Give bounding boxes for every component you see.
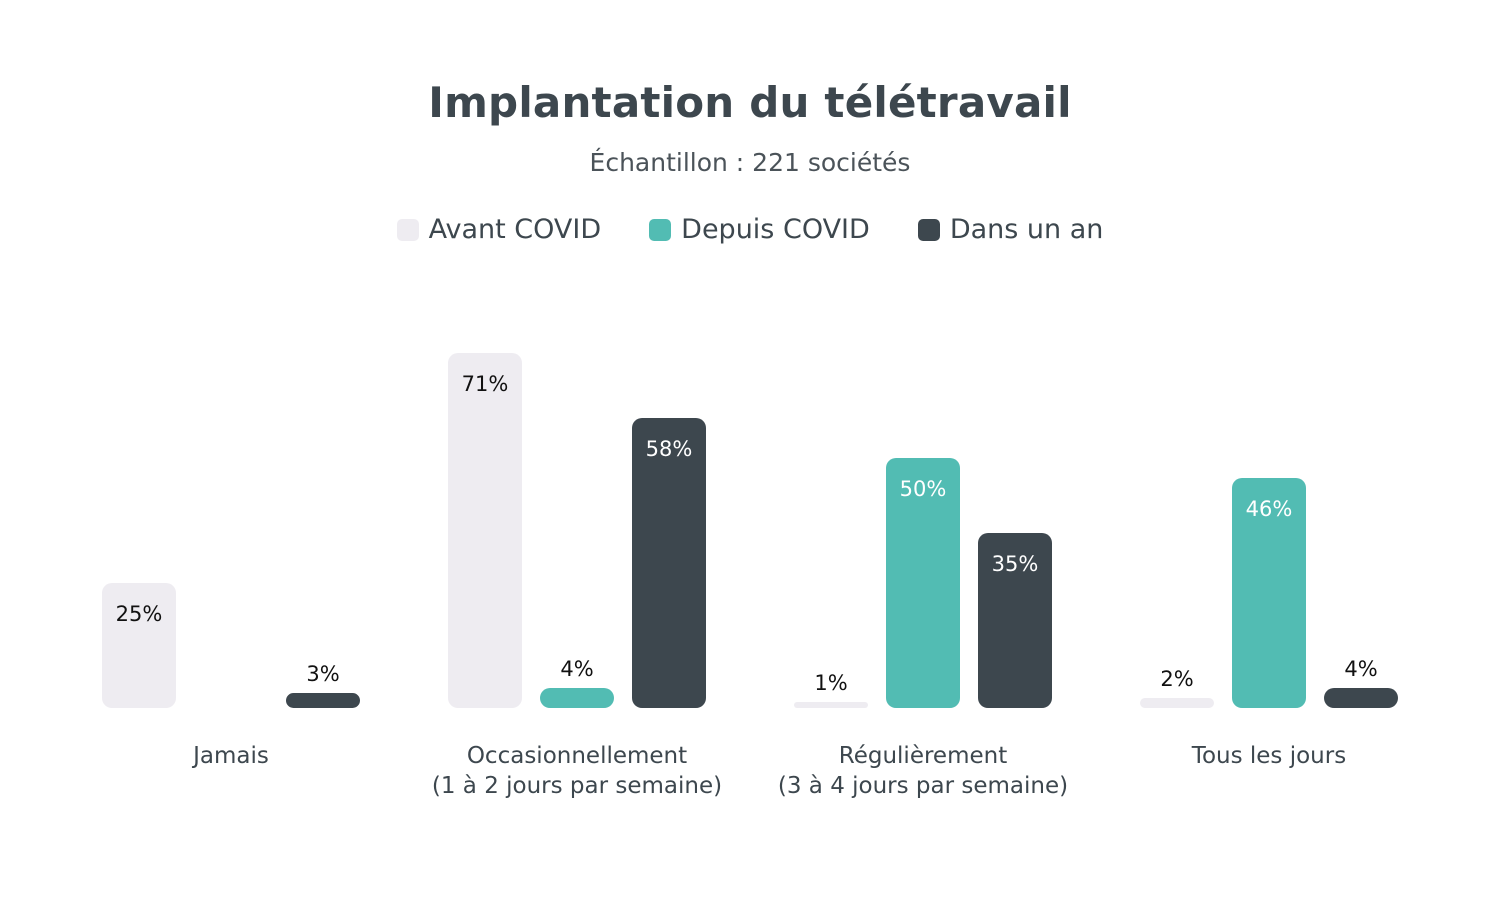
bar-dans-un-an-regulierement — [978, 533, 1052, 708]
bar-avant-covid-jamais — [102, 583, 176, 708]
bar-avant-covid-regulierement — [794, 702, 868, 708]
legend-label-dans-un-an: Dans un an — [949, 214, 1104, 245]
data-label-depuis-covid-regulierement: 50% — [900, 477, 947, 501]
bar-dans-un-an-tous-les-jours — [1324, 688, 1398, 708]
bar-depuis-covid-tous-les-jours — [1232, 478, 1306, 708]
category-label-regulierement: Régulièrement — [839, 743, 1007, 769]
bar-dans-un-an-occasionnellement — [632, 418, 706, 708]
bar-avant-covid-tous-les-jours — [1140, 698, 1214, 708]
data-label-avant-covid-tous-les-jours: 2% — [1160, 667, 1193, 691]
data-label-dans-un-an-regulierement: 35% — [992, 552, 1039, 576]
data-label-avant-covid-jamais: 25% — [116, 602, 163, 626]
bar-depuis-covid-occasionnellement — [540, 688, 614, 708]
chart-title: Implantation du télétravail — [428, 78, 1072, 127]
category-label-jamais: Jamais — [191, 743, 269, 769]
legend-label-depuis-covid: Depuis COVID — [681, 214, 870, 245]
chart-subtitle: Échantillon : 221 sociétés — [589, 148, 911, 177]
legend-item-depuis-covid: Depuis COVID — [649, 214, 870, 245]
category-label-occasionnellement: Occasionnellement — [467, 743, 687, 769]
legend-label-avant-covid: Avant COVID — [428, 214, 602, 245]
legend-item-avant-covid: Avant COVID — [396, 214, 602, 245]
category-label-tous-les-jours: Tous les jours — [1191, 743, 1346, 769]
data-label-dans-un-an-jamais: 3% — [306, 662, 339, 686]
legend-swatch-depuis-covid — [649, 218, 672, 241]
legend-swatch-avant-covid — [396, 218, 419, 241]
bar-depuis-covid-regulierement — [886, 458, 960, 708]
bar-avant-covid-occasionnellement — [448, 353, 522, 708]
data-label-depuis-covid-occasionnellement: 4% — [560, 657, 593, 681]
data-label-dans-un-an-tous-les-jours: 4% — [1344, 657, 1377, 681]
legend-swatch-dans-un-an — [917, 218, 940, 241]
legend: Avant COVID Depuis COVID Dans un an — [0, 214, 1500, 245]
category-label-regulierement-sub: (3 à 4 jours par semaine) — [778, 773, 1068, 799]
bar-dans-un-an-jamais — [286, 693, 360, 708]
data-label-avant-covid-regulierement: 1% — [814, 671, 847, 695]
data-label-dans-un-an-occasionnellement: 58% — [646, 437, 693, 461]
data-label-depuis-covid-tous-les-jours: 46% — [1246, 497, 1293, 521]
category-label-occasionnellement-sub: (1 à 2 jours par semaine) — [432, 773, 722, 799]
data-label-avant-covid-occasionnellement: 71% — [462, 372, 509, 396]
legend-item-dans-un-an: Dans un an — [917, 214, 1104, 245]
